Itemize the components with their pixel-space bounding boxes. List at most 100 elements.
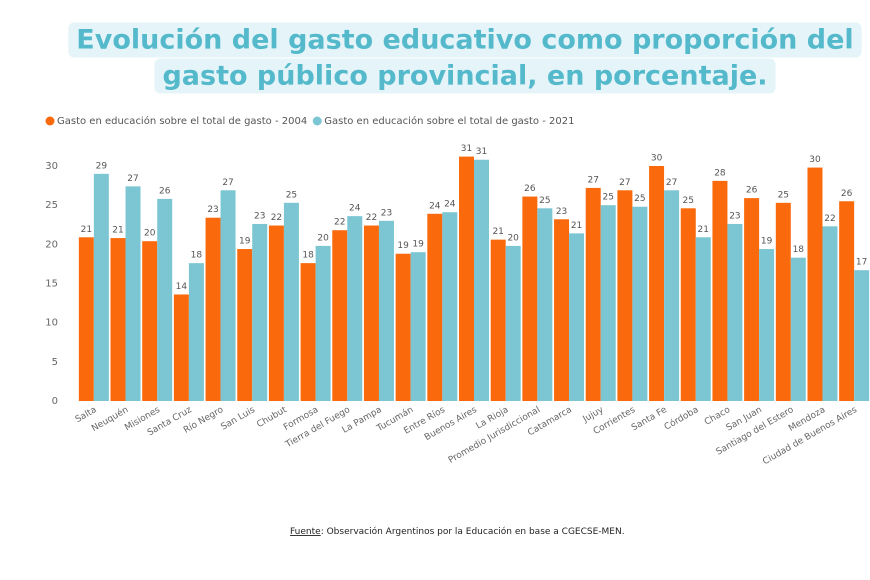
bar bbox=[600, 205, 616, 401]
data-label: 21 bbox=[492, 227, 503, 237]
data-label: 20 bbox=[144, 229, 156, 239]
bar bbox=[173, 294, 189, 401]
bar bbox=[474, 159, 489, 401]
x-tick-label: San Luis bbox=[219, 405, 257, 433]
source-label: Fuente bbox=[290, 527, 321, 537]
bar bbox=[822, 226, 838, 401]
bar bbox=[283, 202, 299, 401]
data-label: 25 bbox=[602, 193, 613, 203]
bar bbox=[744, 198, 760, 401]
data-label: 23 bbox=[381, 208, 392, 218]
data-label: 25 bbox=[286, 190, 297, 200]
bar bbox=[268, 225, 284, 401]
bar bbox=[125, 186, 141, 401]
data-label: 18 bbox=[793, 245, 805, 255]
data-label: 14 bbox=[176, 282, 188, 292]
data-label: 17 bbox=[856, 258, 867, 268]
data-label: 27 bbox=[619, 178, 630, 188]
bar bbox=[759, 249, 775, 401]
data-label: 25 bbox=[683, 196, 694, 206]
bar bbox=[537, 208, 553, 401]
bar bbox=[585, 187, 601, 401]
bar bbox=[347, 216, 363, 401]
data-label: 20 bbox=[507, 233, 519, 243]
bar bbox=[649, 166, 665, 401]
y-tick-label: 15 bbox=[45, 279, 58, 290]
data-label: 26 bbox=[746, 186, 758, 196]
x-tick-label: Córdoba bbox=[662, 404, 700, 432]
data-label: 22 bbox=[334, 218, 345, 228]
bar bbox=[188, 263, 204, 401]
y-tick-label: 0 bbox=[52, 396, 58, 407]
bar bbox=[505, 245, 521, 401]
legend-label: Gasto en educación sobre el total de gas… bbox=[57, 115, 307, 127]
chart-title: gasto público provincial, en porcentaje. bbox=[162, 61, 767, 92]
data-label: 19 bbox=[412, 240, 424, 250]
bar bbox=[93, 173, 109, 401]
source-text: Fuente: Observación Argentinos por la Ed… bbox=[290, 526, 625, 537]
data-label: 28 bbox=[714, 168, 726, 178]
data-label: 25 bbox=[634, 194, 645, 204]
bar bbox=[142, 241, 158, 401]
data-label: 19 bbox=[239, 237, 251, 247]
bar bbox=[522, 196, 538, 401]
data-label: 19 bbox=[397, 241, 409, 251]
bar bbox=[205, 217, 221, 401]
data-label: 25 bbox=[778, 190, 789, 200]
bar bbox=[300, 263, 316, 401]
data-label: 31 bbox=[461, 144, 472, 154]
legend-swatch bbox=[45, 116, 55, 126]
bar bbox=[315, 245, 331, 401]
bar bbox=[378, 220, 394, 401]
source-body: : Observación Argentinos por la Educació… bbox=[321, 526, 625, 537]
bar bbox=[157, 198, 173, 401]
data-label: 27 bbox=[127, 174, 138, 184]
bar bbox=[712, 180, 728, 401]
bar bbox=[854, 270, 870, 401]
bar bbox=[427, 213, 443, 401]
bar bbox=[459, 156, 474, 401]
bar bbox=[410, 252, 426, 401]
bar bbox=[632, 206, 648, 401]
title-box bbox=[68, 22, 862, 58]
y-tick-label: 10 bbox=[45, 318, 58, 329]
data-label: 30 bbox=[651, 154, 663, 164]
data-label: 25 bbox=[539, 196, 550, 206]
data-label: 21 bbox=[81, 225, 92, 235]
data-label: 22 bbox=[824, 214, 835, 224]
data-label: 24 bbox=[349, 204, 361, 214]
data-label: 22 bbox=[271, 213, 282, 223]
bar bbox=[395, 253, 411, 401]
data-label: 21 bbox=[112, 226, 123, 236]
y-tick-label: 25 bbox=[45, 200, 58, 211]
data-label: 27 bbox=[666, 178, 677, 188]
data-label: 21 bbox=[571, 221, 582, 231]
data-label: 23 bbox=[254, 211, 265, 221]
bar bbox=[78, 237, 94, 401]
x-tick-label: Santa Fe bbox=[630, 405, 669, 433]
data-label: 24 bbox=[444, 200, 456, 210]
bar bbox=[790, 257, 806, 401]
data-label: 23 bbox=[207, 205, 218, 215]
data-label: 19 bbox=[761, 237, 773, 247]
data-label: 18 bbox=[302, 251, 314, 261]
legend-label: Gasto en educación sobre el total de gas… bbox=[324, 115, 574, 127]
data-label: 29 bbox=[96, 161, 108, 171]
bar bbox=[554, 219, 570, 401]
bar bbox=[807, 167, 823, 401]
data-label: 23 bbox=[729, 211, 740, 221]
data-label: 20 bbox=[317, 233, 329, 243]
bar bbox=[252, 223, 268, 401]
data-label: 26 bbox=[841, 189, 853, 199]
bar bbox=[680, 208, 696, 401]
chart-title: Evolución del gasto educativo como propo… bbox=[76, 25, 853, 56]
data-label: 27 bbox=[222, 178, 233, 188]
source: Fuente: Observación Argentinos por la Ed… bbox=[290, 526, 625, 537]
data-label: 30 bbox=[809, 155, 821, 165]
bar bbox=[695, 237, 711, 401]
bar bbox=[490, 239, 506, 401]
y-tick-label: 30 bbox=[45, 161, 58, 172]
legend-swatch bbox=[312, 116, 322, 126]
title-background bbox=[68, 22, 862, 94]
